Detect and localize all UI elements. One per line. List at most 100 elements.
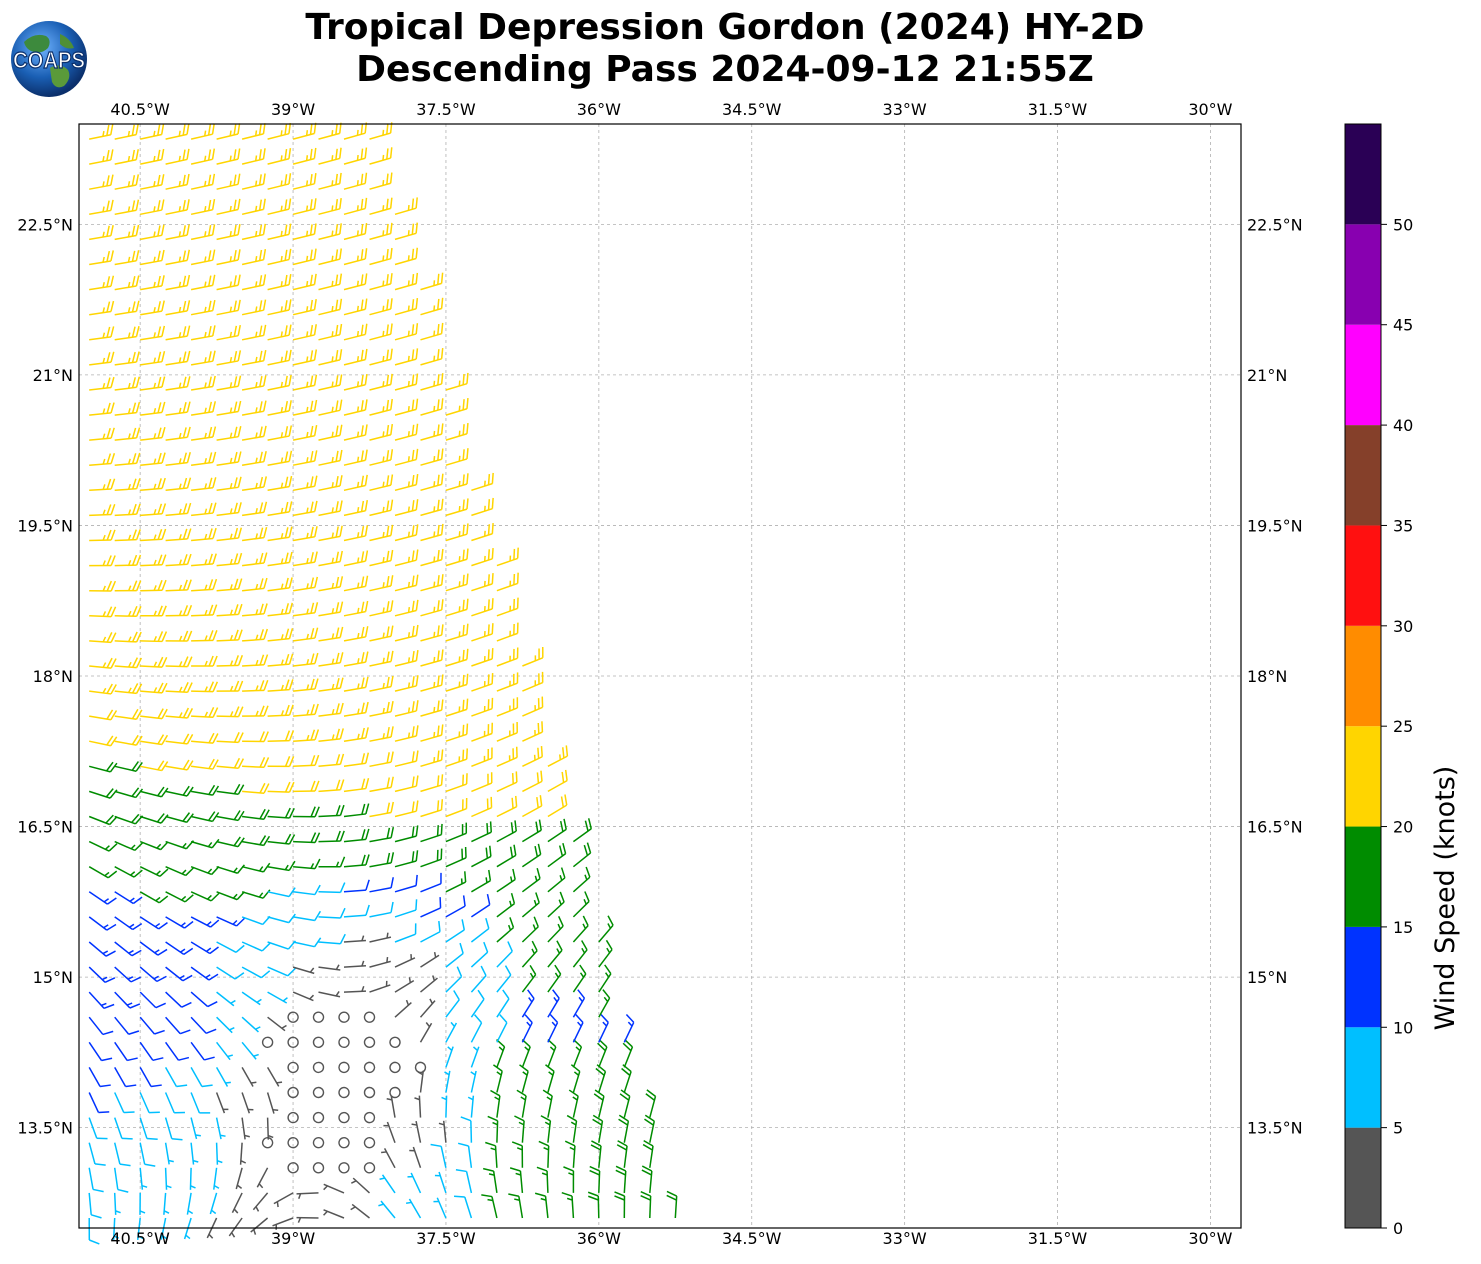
wind-barb (542, 1089, 553, 1118)
wind-barb (338, 1111, 350, 1124)
wind-barb (445, 966, 463, 993)
wind-barb (318, 550, 343, 567)
wind-barb (445, 448, 469, 466)
wind-barb (312, 1036, 325, 1049)
wind-barb (139, 813, 169, 824)
wind-barb (89, 124, 114, 140)
wind-barb (343, 752, 370, 768)
wind-barb (318, 652, 344, 667)
wind-barb (369, 222, 393, 241)
wind-barb (318, 882, 346, 894)
wind-barb (394, 999, 412, 1018)
wind-barb (216, 1016, 235, 1034)
wind-barb (383, 1121, 396, 1143)
wind-barb (318, 991, 341, 998)
wind-barb (618, 1114, 630, 1143)
wind-barb (242, 705, 269, 717)
wind-barb (292, 273, 317, 291)
wind-barb (266, 1117, 274, 1140)
wind-barb (89, 149, 114, 165)
wind-barb (293, 754, 320, 768)
wind-barb (389, 1061, 401, 1074)
wind-barb (522, 646, 544, 667)
colorbar-bin (1345, 124, 1381, 225)
logo-text: COAPS (13, 47, 85, 73)
wind-barb (369, 348, 393, 366)
wind-barb (114, 529, 141, 542)
lon-tick-label: 40.5°W (110, 100, 170, 119)
wind-barb (420, 872, 442, 893)
wind-barb (267, 679, 294, 692)
wind-barb (165, 274, 191, 291)
wind-barb (487, 1115, 499, 1143)
wind-barb (114, 916, 143, 931)
wind-barb (267, 148, 292, 165)
wind-barb (292, 147, 317, 165)
wind-barb (343, 348, 368, 366)
wind-barb (369, 901, 394, 918)
wind-barb (292, 475, 318, 492)
wind-barb (394, 297, 419, 316)
wind-barb (165, 733, 194, 745)
colorbar-bin (1345, 1027, 1381, 1128)
colorbar-bin (1345, 525, 1381, 626)
wind-barb (318, 500, 343, 517)
wind-barb (318, 753, 345, 768)
wind-barb (645, 1089, 657, 1118)
wind-barb (292, 399, 318, 416)
wind-barb (445, 548, 469, 567)
wind-barb (191, 451, 217, 466)
wind-barb (545, 1064, 555, 1093)
wind-barb (186, 1192, 194, 1215)
wind-barb (369, 957, 391, 968)
wind-barb (409, 1146, 422, 1169)
wind-barb (496, 1038, 506, 1068)
wind-barb (570, 1064, 581, 1093)
wind-barb (496, 771, 518, 793)
wind-barb (140, 376, 166, 391)
wind-barb (471, 697, 494, 717)
wind-barb (114, 1092, 135, 1114)
wind-barb (369, 247, 393, 266)
wind-barb (615, 1165, 627, 1193)
wind-barb (471, 548, 494, 567)
wind-barb (216, 810, 245, 822)
wind-barb (394, 549, 419, 567)
wind-barb (216, 941, 245, 953)
wind-barb (88, 891, 117, 905)
graticule (79, 124, 1241, 1228)
lon-tick-label: 33°W (883, 1229, 927, 1248)
wind-barb (191, 502, 217, 517)
wind-barb (521, 964, 537, 993)
wind-barb (363, 1086, 376, 1099)
wind-barb (572, 818, 592, 843)
wind-barb (338, 1136, 350, 1149)
colorbar-bin (1345, 726, 1381, 827)
wind-barb (89, 351, 115, 366)
wind-barb (547, 794, 568, 818)
wind-barb (88, 1142, 106, 1166)
wind-barb (598, 939, 613, 968)
wind-barb (267, 860, 296, 872)
colorbar-tick-label: 40 (1393, 416, 1413, 435)
wind-barb (139, 840, 169, 851)
wind-barb (165, 991, 192, 1008)
wind-barb (420, 823, 443, 843)
wind-barb (191, 706, 219, 719)
wind-barb (114, 787, 144, 799)
wind-barb (338, 1011, 350, 1023)
wind-barb (453, 1195, 473, 1219)
wind-barb (241, 835, 271, 847)
wind-barb (140, 148, 165, 165)
wind-barb (445, 773, 468, 793)
wind-barb (209, 1192, 218, 1215)
wind-barb (216, 578, 243, 592)
wind-barb (369, 323, 393, 341)
wind-barb (293, 678, 319, 692)
wind-barb (419, 998, 436, 1018)
wind-barb (191, 655, 218, 667)
wind-barb (445, 372, 469, 391)
wind-barb (139, 1092, 160, 1114)
wind-barb (292, 576, 319, 592)
wind-barb (312, 1111, 325, 1124)
